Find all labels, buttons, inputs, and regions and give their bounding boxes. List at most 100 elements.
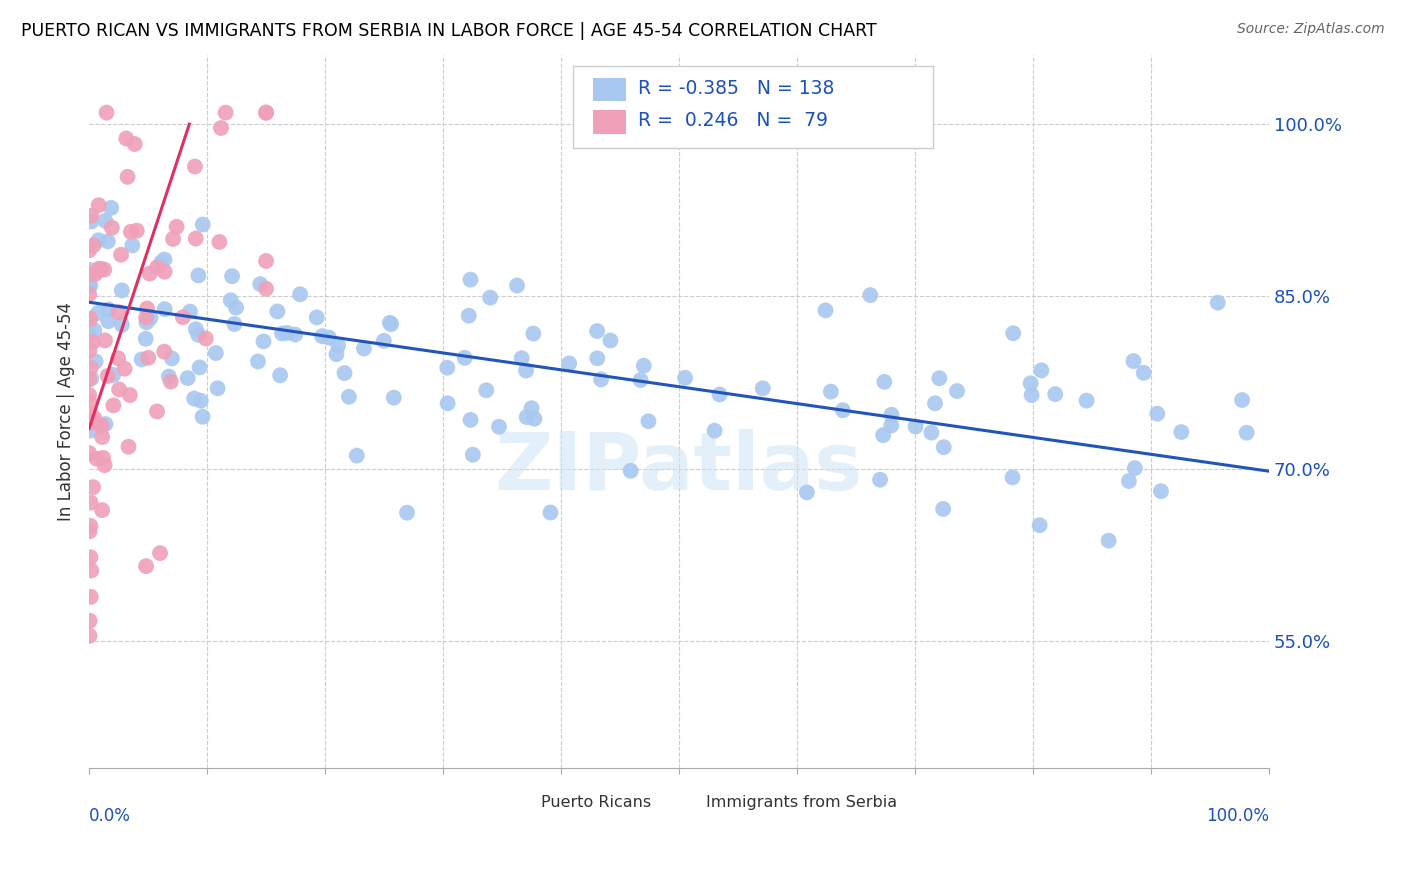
Text: Puerto Ricans: Puerto Ricans bbox=[541, 795, 651, 810]
Y-axis label: In Labor Force | Age 45-54: In Labor Force | Age 45-54 bbox=[58, 301, 75, 521]
Point bbox=[337, 390, 360, 404]
Point bbox=[121, 238, 143, 252]
Point bbox=[796, 485, 818, 500]
Text: Immigrants from Serbia: Immigrants from Serbia bbox=[706, 795, 897, 810]
Point bbox=[94, 417, 117, 431]
Point bbox=[872, 428, 894, 442]
Point bbox=[135, 310, 157, 325]
Point bbox=[80, 209, 103, 223]
Point bbox=[378, 316, 401, 330]
Point bbox=[135, 559, 157, 574]
Point bbox=[191, 409, 214, 424]
Point bbox=[160, 351, 183, 366]
Point bbox=[269, 368, 291, 383]
Point bbox=[184, 160, 207, 174]
Point bbox=[271, 326, 294, 341]
Text: 100.0%: 100.0% bbox=[1206, 807, 1270, 825]
Point bbox=[107, 351, 129, 366]
Point bbox=[90, 418, 112, 433]
Point bbox=[83, 323, 105, 337]
Point bbox=[904, 419, 927, 434]
Point bbox=[249, 277, 271, 291]
Point bbox=[880, 408, 903, 422]
Point bbox=[93, 262, 115, 277]
Point bbox=[80, 590, 103, 604]
Point bbox=[79, 263, 101, 277]
Text: R =  0.246   N =  79: R = 0.246 N = 79 bbox=[638, 112, 828, 130]
Point bbox=[79, 524, 101, 539]
Point bbox=[94, 214, 117, 228]
Point bbox=[97, 235, 120, 249]
Point bbox=[77, 244, 100, 258]
Point bbox=[79, 550, 101, 565]
Point bbox=[124, 136, 146, 151]
Point bbox=[100, 201, 122, 215]
Point bbox=[77, 446, 100, 460]
Point bbox=[353, 342, 375, 356]
Point bbox=[709, 387, 731, 401]
Point bbox=[162, 232, 184, 246]
Point bbox=[703, 424, 725, 438]
Point bbox=[1076, 393, 1098, 408]
Point bbox=[1045, 387, 1067, 401]
FancyBboxPatch shape bbox=[508, 793, 534, 813]
Point bbox=[1031, 363, 1053, 377]
Point bbox=[91, 430, 114, 444]
Point bbox=[633, 359, 655, 373]
Point bbox=[166, 219, 188, 234]
Point bbox=[79, 343, 101, 358]
Point bbox=[97, 302, 120, 317]
Point bbox=[328, 338, 350, 352]
Point bbox=[79, 629, 101, 643]
Point bbox=[135, 332, 157, 346]
Point bbox=[157, 369, 180, 384]
Text: ZIPatlas: ZIPatlas bbox=[495, 429, 863, 508]
Point bbox=[928, 371, 950, 385]
Point bbox=[520, 401, 543, 416]
Point bbox=[254, 105, 277, 120]
Point bbox=[1028, 518, 1050, 533]
Point bbox=[436, 360, 458, 375]
Point bbox=[82, 335, 104, 350]
Point bbox=[1118, 474, 1140, 488]
Point bbox=[522, 326, 544, 341]
Point bbox=[117, 169, 139, 184]
Point bbox=[814, 303, 837, 318]
Point bbox=[194, 331, 217, 345]
Point bbox=[80, 564, 103, 578]
Point bbox=[208, 235, 231, 249]
Point bbox=[77, 388, 100, 402]
Point bbox=[620, 464, 643, 478]
Point bbox=[79, 413, 101, 427]
Point bbox=[149, 546, 172, 560]
Point bbox=[84, 267, 107, 281]
Point bbox=[457, 309, 479, 323]
Point bbox=[79, 518, 101, 533]
Point bbox=[190, 393, 212, 408]
Point bbox=[153, 265, 176, 279]
Point bbox=[188, 360, 211, 375]
Point bbox=[93, 458, 115, 472]
Point bbox=[1021, 388, 1043, 402]
Point bbox=[80, 214, 103, 228]
Point bbox=[80, 360, 103, 375]
Point bbox=[159, 375, 181, 389]
Point bbox=[373, 334, 395, 348]
Point bbox=[436, 396, 458, 410]
Point bbox=[77, 276, 100, 290]
Point bbox=[84, 416, 107, 430]
Point bbox=[79, 312, 101, 326]
Point bbox=[453, 351, 475, 365]
Point bbox=[586, 351, 609, 366]
Point bbox=[1097, 533, 1119, 548]
Point bbox=[252, 334, 274, 349]
Point bbox=[214, 105, 236, 120]
Point bbox=[117, 440, 139, 454]
Point bbox=[219, 293, 242, 308]
Point bbox=[859, 288, 882, 302]
Point bbox=[136, 351, 159, 365]
Point bbox=[77, 287, 100, 301]
Point bbox=[107, 305, 129, 319]
Point bbox=[114, 361, 136, 376]
FancyBboxPatch shape bbox=[593, 110, 626, 134]
